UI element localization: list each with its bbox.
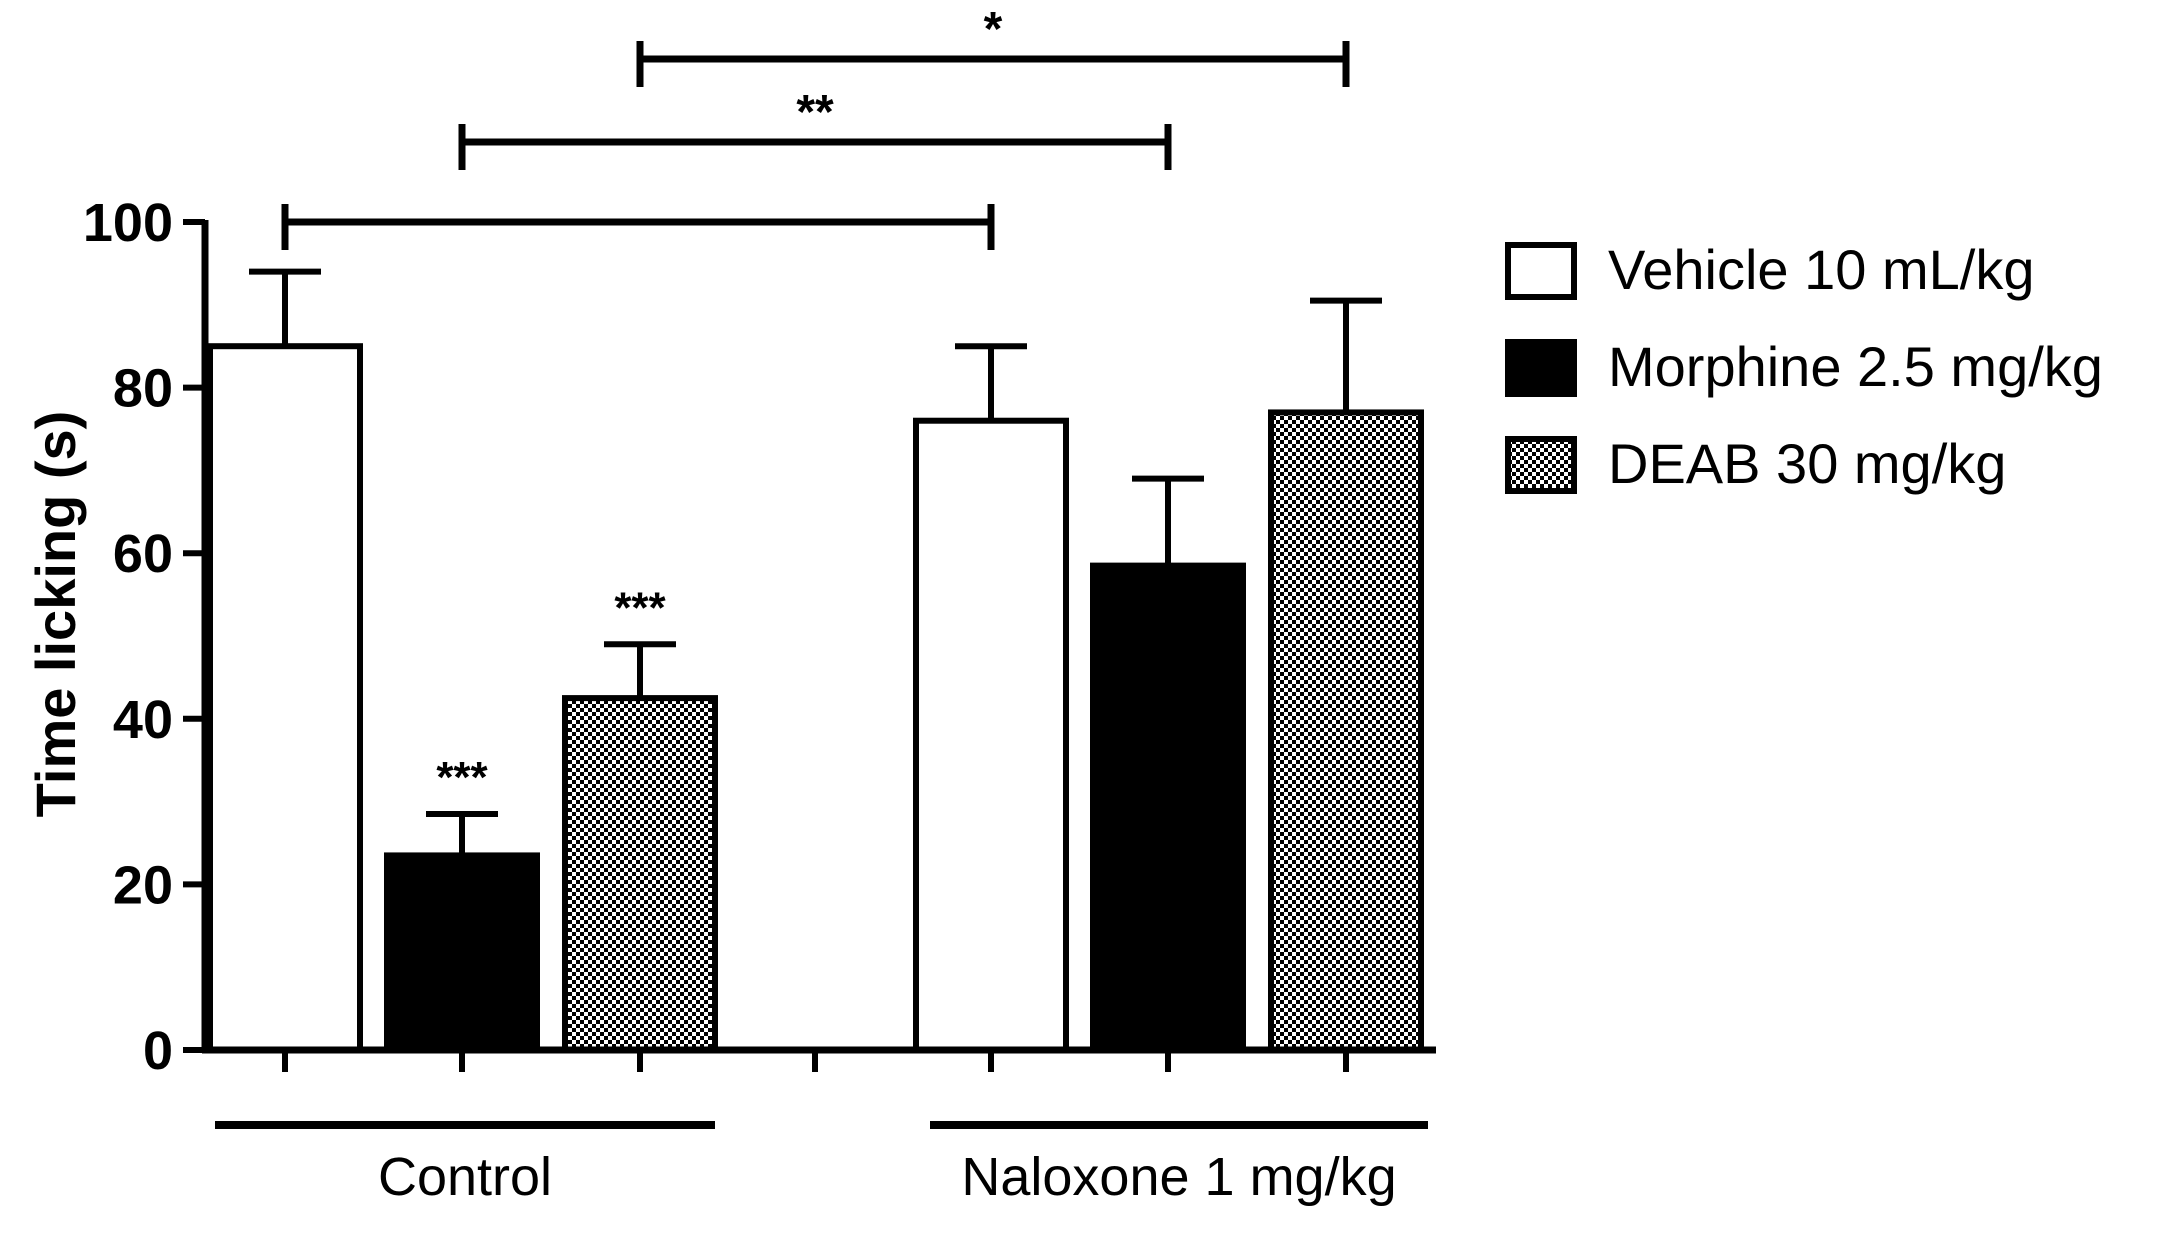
y-tick-label: 60 bbox=[113, 524, 173, 584]
y-tick-label: 40 bbox=[113, 690, 173, 750]
bar bbox=[913, 417, 1069, 1054]
bar bbox=[207, 343, 363, 1053]
legend-swatch bbox=[1505, 436, 1577, 494]
bar bbox=[1268, 409, 1424, 1053]
legend-label: Vehicle 10 mL/kg bbox=[1608, 238, 2034, 301]
y-axis-label: Time licking (s) bbox=[24, 411, 87, 818]
bar bbox=[562, 695, 718, 1053]
legend-label: DEAB 30 mg/kg bbox=[1608, 432, 2006, 495]
y-tick-label: 0 bbox=[143, 1021, 173, 1081]
bar bbox=[384, 852, 540, 1053]
significance-label: ** bbox=[796, 86, 834, 139]
bar bbox=[1090, 562, 1246, 1053]
y-tick-label: 20 bbox=[113, 855, 173, 915]
legend-swatch bbox=[1505, 242, 1577, 300]
significance-annotation: *** bbox=[436, 753, 488, 802]
legend-swatch bbox=[1505, 339, 1577, 397]
y-tick-label: 80 bbox=[113, 359, 173, 419]
group-label: Control bbox=[378, 1147, 552, 1207]
y-tick-label: 100 bbox=[83, 193, 173, 253]
significance-label: * bbox=[984, 3, 1003, 56]
group-label: Naloxone 1 mg/kg bbox=[961, 1147, 1396, 1207]
legend-label: Morphine 2.5 mg/kg bbox=[1608, 335, 2103, 398]
significance-annotation: *** bbox=[614, 583, 666, 632]
